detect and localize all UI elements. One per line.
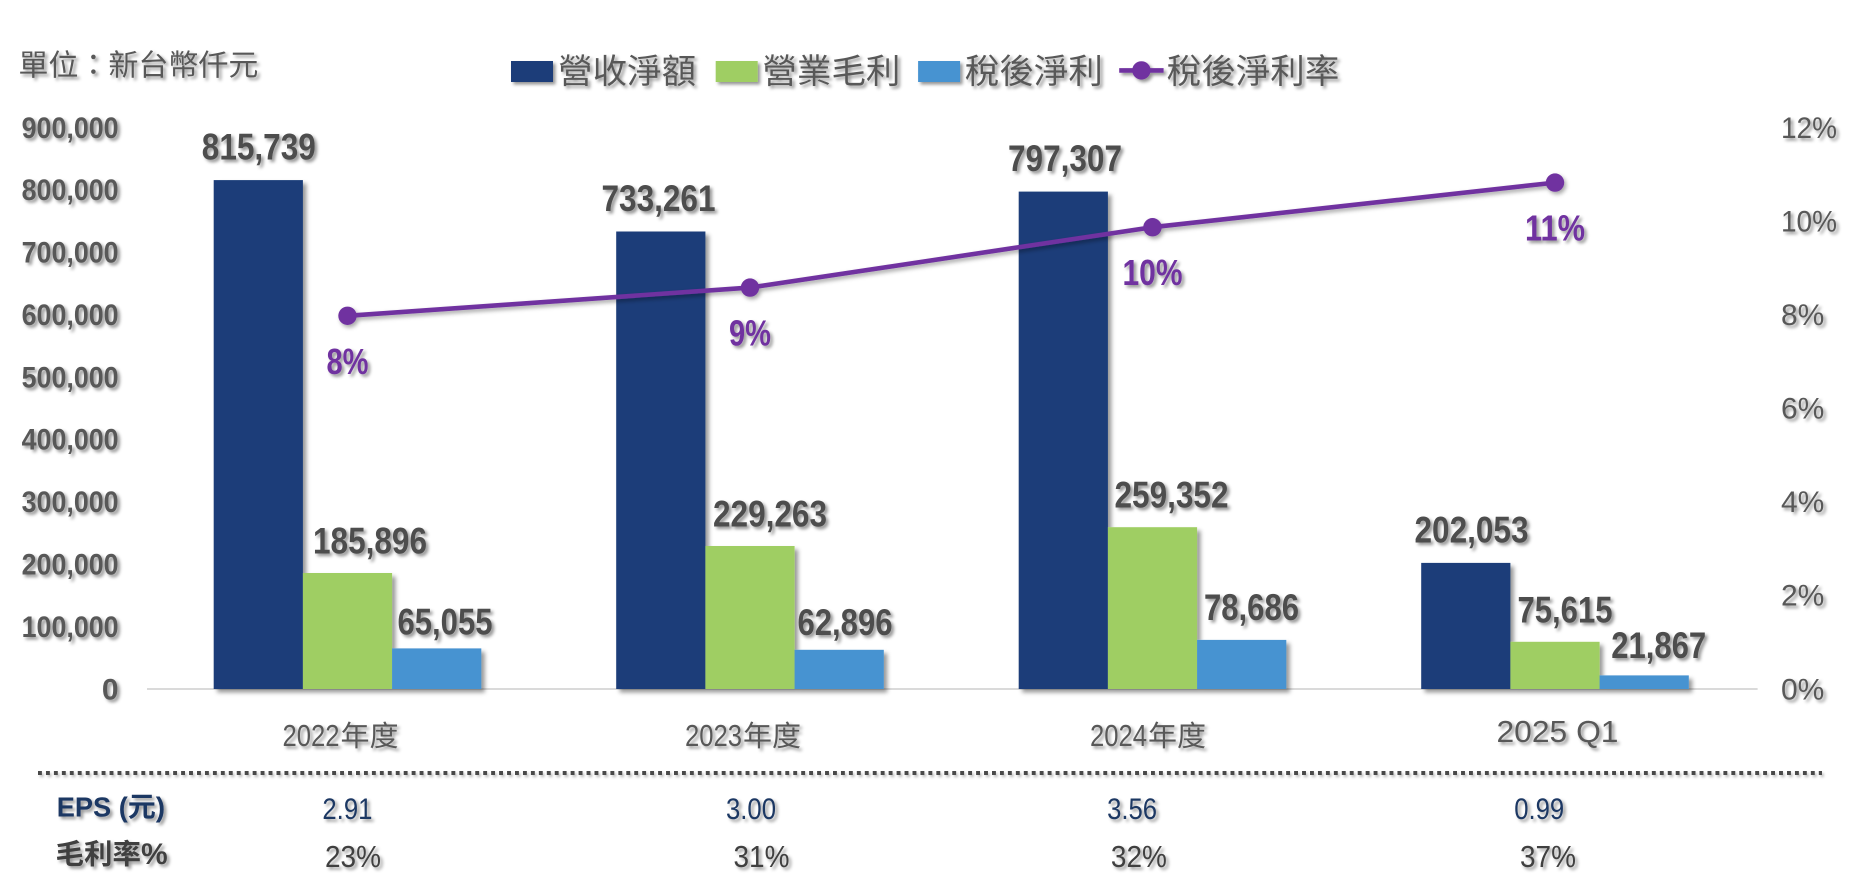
svg-text:4%: 4%	[1781, 486, 1824, 519]
svg-text:2023: 2023	[685, 718, 742, 753]
svg-text:): )	[156, 792, 165, 823]
svg-text:259,352: 259,352	[1115, 475, 1229, 516]
svg-text:700,000: 700,000	[22, 237, 119, 270]
svg-text:2024: 2024	[1090, 718, 1147, 753]
svg-text:0.99: 0.99	[1514, 793, 1564, 826]
svg-text:3.56: 3.56	[1107, 793, 1157, 826]
svg-text:78,686: 78,686	[1204, 587, 1299, 628]
svg-text:2.91: 2.91	[322, 793, 372, 826]
svg-text:75,615: 75,615	[1518, 589, 1613, 630]
svg-text:202,053: 202,053	[1415, 509, 1529, 550]
svg-text:10%: 10%	[1781, 205, 1837, 238]
svg-text:62,896: 62,896	[798, 602, 893, 643]
svg-text:65,055: 65,055	[398, 601, 493, 642]
svg-text:200,000: 200,000	[22, 549, 119, 582]
svg-text:2022: 2022	[283, 718, 340, 753]
svg-text:100,000: 100,000	[22, 611, 119, 644]
svg-text:37%: 37%	[1520, 839, 1576, 874]
svg-text:185,896: 185,896	[313, 521, 427, 562]
svg-text:600,000: 600,000	[22, 299, 119, 332]
svg-text:EPS (: EPS (	[57, 792, 129, 823]
svg-text:800,000: 800,000	[22, 174, 119, 207]
svg-text:8%: 8%	[1781, 299, 1824, 332]
svg-text:733,261: 733,261	[602, 178, 716, 219]
svg-text:21,867: 21,867	[1611, 625, 1706, 666]
svg-text:2%: 2%	[1781, 580, 1824, 613]
svg-text:300,000: 300,000	[22, 486, 119, 519]
svg-text:%: %	[141, 838, 168, 871]
svg-text:900,000: 900,000	[22, 112, 119, 145]
svg-text:0: 0	[102, 673, 119, 706]
svg-text:400,000: 400,000	[22, 424, 119, 457]
svg-text:2025 Q1: 2025 Q1	[1497, 714, 1619, 749]
svg-text:500,000: 500,000	[22, 361, 119, 394]
svg-text:229,263: 229,263	[713, 494, 827, 535]
svg-text:11%: 11%	[1525, 208, 1585, 249]
svg-text:10%: 10%	[1123, 252, 1183, 293]
svg-text:0%: 0%	[1781, 673, 1824, 706]
svg-text:23%: 23%	[325, 839, 381, 874]
svg-text:8%: 8%	[327, 341, 369, 382]
svg-text:12%: 12%	[1781, 112, 1837, 145]
svg-text:9%: 9%	[729, 313, 771, 354]
svg-text:797,307: 797,307	[1008, 138, 1122, 179]
svg-text:6%: 6%	[1781, 393, 1824, 426]
svg-text:3.00: 3.00	[726, 793, 776, 826]
svg-text:815,739: 815,739	[202, 126, 316, 167]
svg-text:32%: 32%	[1111, 839, 1167, 874]
svg-text:31%: 31%	[734, 839, 790, 874]
